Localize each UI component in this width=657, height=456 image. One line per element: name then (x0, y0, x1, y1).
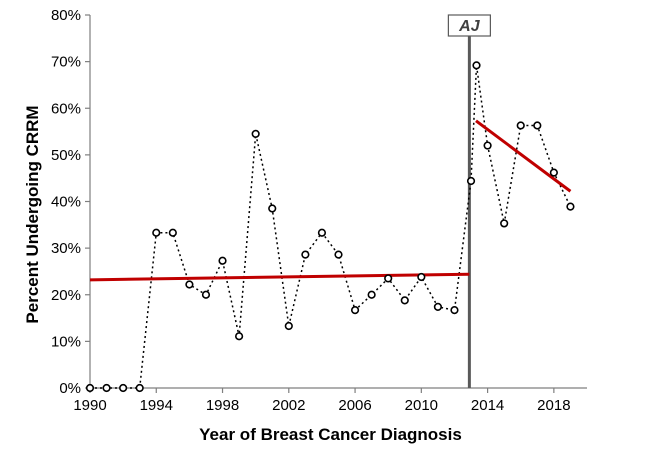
series-line-crrm (90, 65, 572, 389)
x-tick-label: 2010 (405, 397, 438, 414)
data-point (400, 296, 409, 305)
data-point (466, 176, 476, 186)
data-point (168, 228, 177, 237)
data-point (152, 228, 161, 237)
x-tick-label: 1998 (206, 397, 239, 414)
data-point (317, 228, 327, 237)
data-point (533, 121, 542, 130)
y-tick-label: 70% (51, 54, 81, 71)
data-point (119, 383, 128, 393)
y-tick-label: 10% (51, 333, 81, 350)
y-tick-label: 20% (51, 287, 81, 304)
y-axis-title: Percent Undergoing CRRM (23, 105, 42, 323)
data-point (433, 302, 443, 311)
y-tick-label: 40% (51, 194, 81, 211)
data-point (350, 306, 360, 315)
data-point (417, 272, 426, 282)
data-point (201, 290, 211, 299)
data-point (516, 121, 525, 130)
x-tick-label: 2006 (338, 397, 371, 414)
data-point (284, 321, 293, 331)
x-tick-label: 2014 (471, 397, 504, 414)
annotation-label: AJ (458, 18, 481, 35)
data-point (500, 219, 509, 228)
data-point (334, 250, 343, 259)
data-point (549, 168, 558, 177)
y-tick-label: 80% (51, 7, 81, 24)
data-point (566, 202, 575, 211)
annotation-box (447, 14, 491, 37)
data-point (251, 129, 260, 138)
trend-line-1 (89, 272, 470, 282)
data-point (384, 274, 393, 283)
data-point (301, 250, 310, 259)
data-point (367, 290, 376, 299)
data-point (268, 204, 277, 213)
data-point (185, 280, 194, 289)
y-tick-label: 50% (51, 147, 81, 164)
y-tick-label: 30% (51, 240, 81, 257)
x-tick-label: 1994 (140, 397, 173, 414)
y-tick-label: 0% (59, 380, 81, 397)
x-axis-title: Year of Breast Cancer Diagnosis (199, 425, 462, 444)
data-point (85, 383, 95, 393)
x-tick-label: 2018 (537, 397, 570, 414)
data-point (102, 383, 111, 393)
data-point (218, 256, 227, 265)
data-point (235, 332, 244, 341)
data-point (135, 383, 144, 393)
data-point (483, 141, 492, 150)
data-point (472, 61, 481, 70)
data-point (450, 306, 459, 315)
x-tick-label: 1990 (73, 397, 106, 414)
x-tick-label: 2002 (272, 397, 305, 414)
trend-line-2 (475, 119, 572, 193)
y-tick-label: 60% (51, 100, 81, 117)
